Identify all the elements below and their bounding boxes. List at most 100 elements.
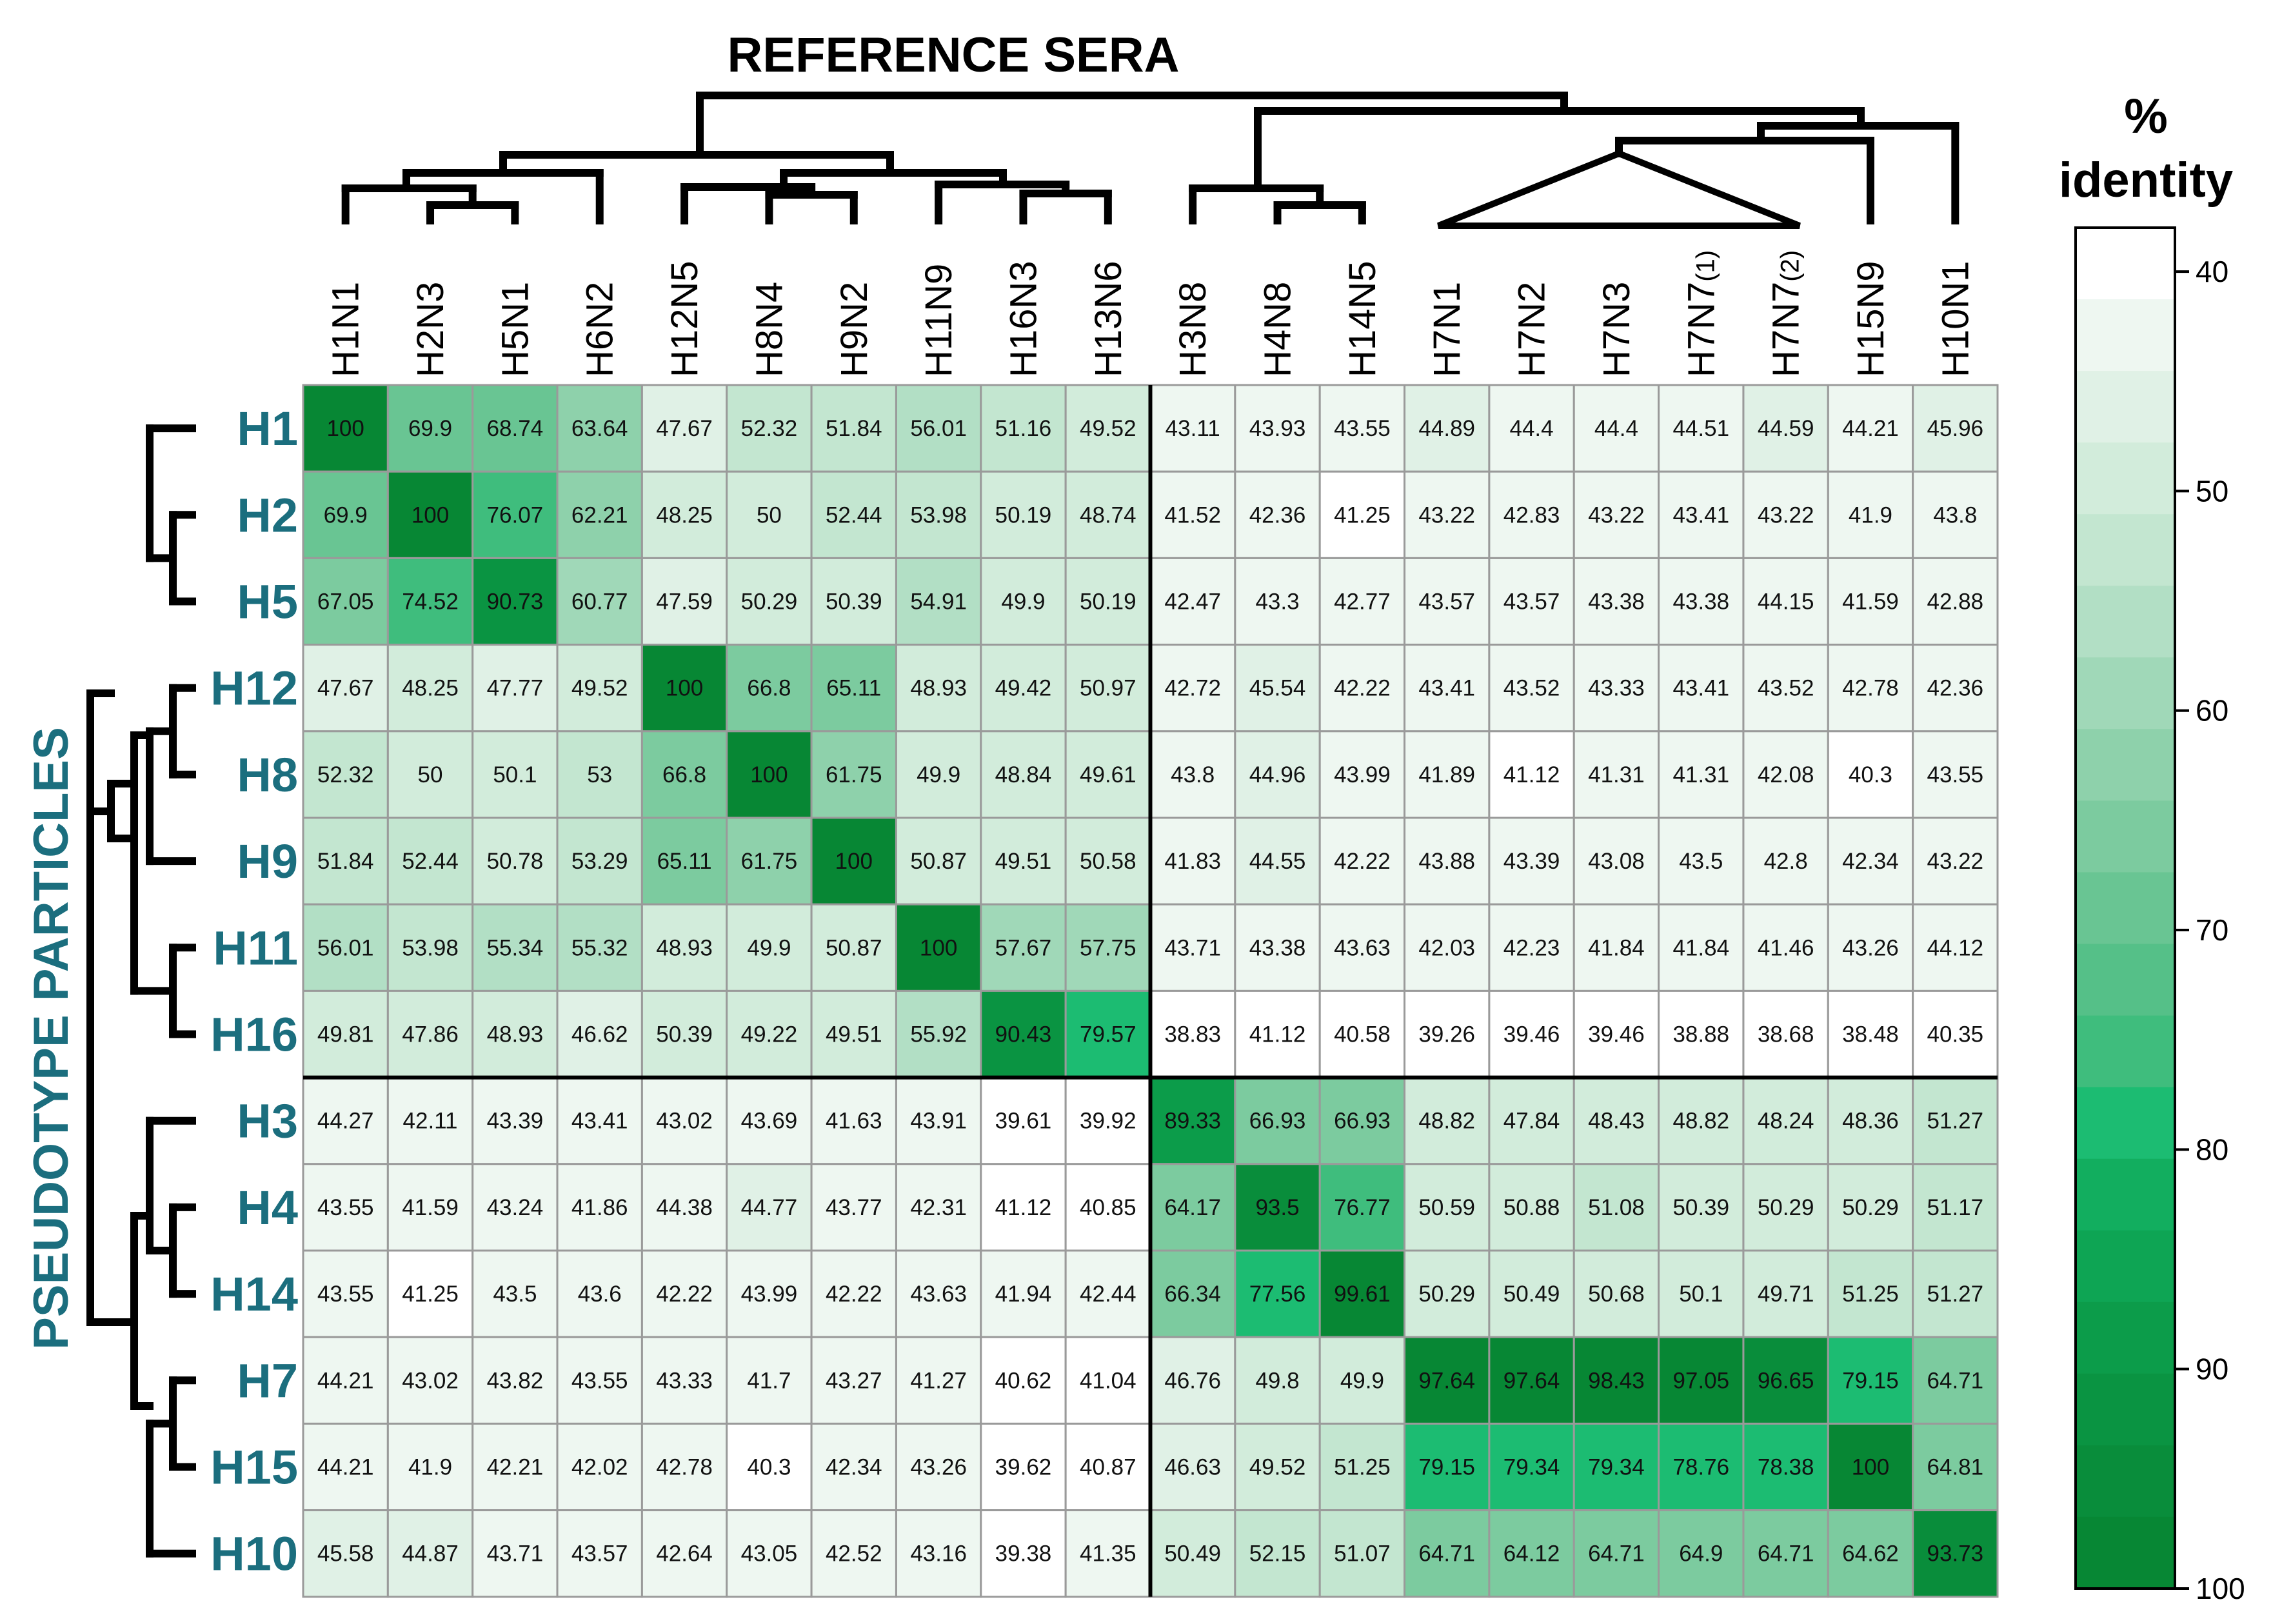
heatmap-cell: [640, 989, 728, 1079]
heatmap-cell: [1488, 817, 1575, 906]
cell-value: 43.63: [1334, 935, 1391, 960]
cell-value: 100: [835, 849, 873, 874]
cell-value: 42.22: [826, 1282, 882, 1307]
cell-value: 44.87: [402, 1541, 459, 1567]
column-label: H2N3: [410, 282, 451, 377]
cell-value: 43.38: [1672, 589, 1729, 615]
cell-value: 63.64: [571, 416, 628, 441]
cell-value: 44.89: [1418, 416, 1475, 441]
heatmap-cell: [556, 1509, 643, 1598]
column-label: H9N2: [833, 282, 875, 377]
heatmap-cell: [895, 557, 982, 646]
heatmap-cell: [1573, 1509, 1660, 1598]
cell-value: 43.22: [1927, 849, 1984, 874]
cell-value: 43.69: [741, 1109, 798, 1134]
heatmap-cell: [810, 903, 897, 992]
heatmap-cell: [726, 1422, 813, 1512]
legend-color-band: [2076, 657, 2175, 730]
cell-value: 64.17: [1164, 1195, 1221, 1220]
cell-value: 42.8: [1764, 849, 1808, 874]
cell-value: 99.61: [1334, 1282, 1391, 1307]
group-dividers: [303, 385, 1998, 1597]
heatmap-cell: [1742, 817, 1829, 906]
cell-value: 100: [412, 502, 449, 528]
cell-value: 51.16: [995, 416, 1052, 441]
cell-value: 50.68: [1588, 1282, 1645, 1307]
heatmap-cell: [1318, 903, 1406, 992]
heatmap-cell: [1827, 384, 1914, 473]
heatmap-cell: [980, 644, 1067, 733]
heatmap-cell: [1827, 1336, 1914, 1425]
cell-value: 41.46: [1758, 935, 1814, 960]
heatmap-cell: [1658, 1422, 1745, 1512]
cell-value: 42.83: [1503, 502, 1560, 528]
cell-value: 42.31: [910, 1195, 967, 1220]
cell-value: 49.71: [1758, 1282, 1814, 1307]
cell-value: 49.81: [317, 1022, 374, 1047]
cell-value: 44.96: [1249, 762, 1306, 787]
heatmap-cell: [1912, 1249, 1999, 1338]
heatmap-cell: [1912, 1163, 1999, 1252]
cell-value: 40.62: [995, 1368, 1052, 1393]
heatmap-cell: [1658, 1509, 1745, 1598]
cell-value: 90.73: [487, 589, 544, 615]
cell-value: 39.38: [995, 1541, 1052, 1567]
cell-value: 40.85: [1080, 1195, 1136, 1220]
heatmap-cell: [556, 989, 643, 1079]
legend-tick-label: 100: [2196, 1572, 2245, 1605]
column-label: H10N1: [1934, 261, 1976, 377]
cell-value: 43.82: [487, 1368, 544, 1393]
heatmap-cell: [1149, 817, 1236, 906]
cell-value: 43.16: [910, 1541, 967, 1567]
cell-value: 64.71: [1927, 1368, 1984, 1393]
heatmap-cell: [1064, 903, 1152, 992]
heatmap-cell: [640, 903, 728, 992]
cell-value: 42.34: [826, 1455, 882, 1480]
cell-value: 76.07: [487, 502, 544, 528]
cell-value: 66.34: [1164, 1282, 1221, 1307]
heatmap-cell: [1488, 1163, 1575, 1252]
cell-value: 97.64: [1503, 1368, 1560, 1393]
cell-value: 50.39: [1672, 1195, 1729, 1220]
cell-value: 49.52: [571, 676, 628, 701]
cell-value: 54.91: [910, 589, 967, 615]
cell-value: 64.71: [1588, 1541, 1645, 1567]
cell-value: 76.77: [1334, 1195, 1391, 1220]
cell-value: 43.57: [571, 1541, 628, 1567]
cell-value: 61.75: [741, 849, 798, 874]
heatmap-cell: [810, 1422, 897, 1512]
row-label: H16: [210, 1008, 298, 1062]
row-label: H5: [237, 575, 298, 629]
cell-value: 40.58: [1334, 1022, 1391, 1047]
cell-value: 43.93: [1249, 416, 1306, 441]
heatmap-cell: [556, 730, 643, 819]
heatmap-cell: [556, 1249, 643, 1338]
cell-value: 47.84: [1503, 1109, 1560, 1134]
y-axis-title: PSEUDOTYPE PARTICLES: [24, 727, 79, 1350]
legend-color-band: [2076, 729, 2175, 802]
cell-value: 49.42: [995, 676, 1052, 701]
heatmap-cell: [1912, 644, 1999, 733]
heatmap-cell: [980, 557, 1067, 646]
cell-value: 49.22: [741, 1022, 798, 1047]
heatmap-cell: [640, 1336, 728, 1425]
column-label: H1N1: [325, 282, 367, 377]
cell-value: 43.5: [1679, 849, 1723, 874]
heatmap-cell: [1064, 1422, 1152, 1512]
column-label: H3N8: [1172, 282, 1214, 377]
cell-value: 97.05: [1672, 1368, 1729, 1393]
heatmap-cell: [1742, 1249, 1829, 1338]
heatmap-cell: [640, 470, 728, 559]
legend-color-band: [2076, 1373, 2175, 1446]
cell-value: 48.93: [487, 1022, 544, 1047]
cell-value: 49.8: [1255, 1368, 1299, 1393]
heatmap-cells: 100 69.9 68.74 63.64 47.67 52.32 51.84 56.01 51.…: [302, 384, 1999, 1598]
heatmap-cell: [386, 384, 474, 473]
column-label: H15N9: [1850, 261, 1892, 377]
chart-title: REFERENCE SERA: [728, 28, 1180, 83]
cell-value: 44.55: [1249, 849, 1306, 874]
heatmap-cell: [1404, 644, 1491, 733]
cell-value: 64.9: [1679, 1541, 1723, 1567]
heatmap-cell: [980, 1422, 1067, 1512]
cell-value: 96.65: [1758, 1368, 1814, 1393]
